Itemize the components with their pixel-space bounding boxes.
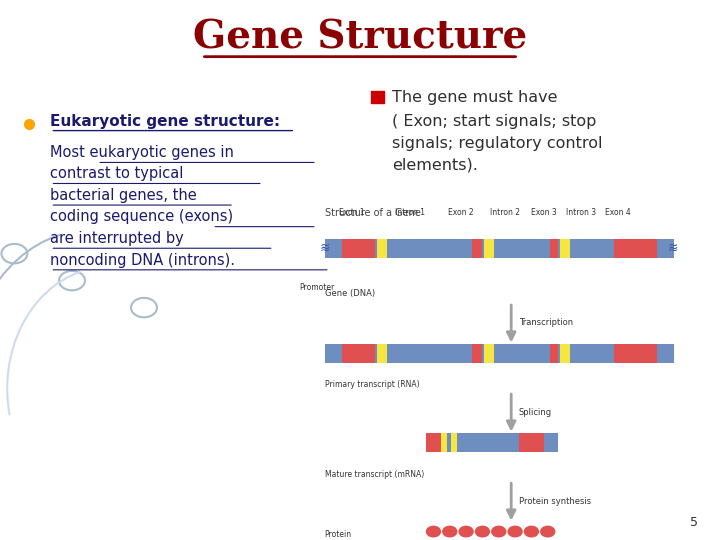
Text: The gene must have: The gene must have: [392, 90, 558, 105]
Text: ( Exon; start signals; stop: ( Exon; start signals; stop: [392, 114, 597, 129]
Text: Exon 2: Exon 2: [448, 208, 474, 217]
Text: Structure of a Gene: Structure of a Gene: [325, 208, 420, 218]
Text: Transcription: Transcription: [519, 318, 573, 327]
Bar: [371, 91, 384, 103]
Circle shape: [492, 526, 505, 537]
Text: are interrupted by: are interrupted by: [50, 231, 184, 246]
Bar: [377, 344, 387, 363]
Bar: [560, 344, 570, 363]
Text: noncoding DNA (introns).: noncoding DNA (introns).: [50, 253, 235, 268]
Text: contrast to typical: contrast to typical: [50, 166, 184, 181]
Text: Eukaryotic gene structure:: Eukaryotic gene structure:: [50, 114, 281, 129]
Bar: [451, 433, 456, 452]
Circle shape: [426, 526, 441, 537]
Circle shape: [541, 526, 554, 537]
Text: Intron 1: Intron 1: [395, 208, 425, 217]
Bar: [472, 239, 482, 258]
Bar: [560, 239, 570, 258]
Bar: [342, 344, 375, 363]
Bar: [614, 239, 657, 258]
Text: elements).: elements).: [392, 157, 478, 172]
Circle shape: [443, 526, 456, 537]
Text: Most eukaryotic genes in: Most eukaryotic genes in: [50, 145, 234, 160]
Bar: [484, 239, 494, 258]
Bar: [325, 239, 675, 258]
Bar: [484, 344, 494, 363]
Bar: [550, 239, 558, 258]
Bar: [325, 344, 675, 363]
Text: Exon 4: Exon 4: [606, 208, 631, 217]
Text: signals; regulatory control: signals; regulatory control: [392, 136, 603, 151]
Circle shape: [508, 526, 522, 537]
Text: Splicing: Splicing: [519, 408, 552, 417]
Bar: [441, 433, 447, 452]
Circle shape: [475, 526, 490, 537]
Text: Exon 1: Exon 1: [339, 208, 364, 217]
Text: ≋: ≋: [667, 242, 678, 255]
Text: coding sequence (exons): coding sequence (exons): [50, 210, 233, 225]
Text: Primary transcript (RNA): Primary transcript (RNA): [325, 381, 419, 389]
Text: Mature transcript (mRNA): Mature transcript (mRNA): [325, 469, 424, 478]
Text: Exon 3: Exon 3: [531, 208, 557, 217]
Bar: [614, 344, 657, 363]
Text: Gene (DNA): Gene (DNA): [325, 289, 374, 298]
Bar: [426, 433, 441, 452]
Text: Intron 2: Intron 2: [490, 208, 521, 217]
Text: ≋: ≋: [320, 242, 330, 255]
Bar: [342, 239, 375, 258]
Text: Intron 3: Intron 3: [566, 208, 596, 217]
Text: Protein synthesis: Protein synthesis: [519, 497, 591, 507]
Bar: [519, 433, 544, 452]
Text: Protein: Protein: [325, 530, 351, 539]
Bar: [426, 433, 558, 452]
Circle shape: [459, 526, 473, 537]
Bar: [377, 239, 387, 258]
Text: Gene Structure: Gene Structure: [193, 19, 527, 57]
Circle shape: [524, 526, 539, 537]
Bar: [550, 344, 558, 363]
Text: bacterial genes, the: bacterial genes, the: [50, 188, 197, 203]
Text: 5: 5: [690, 516, 698, 529]
Text: Promoter: Promoter: [300, 284, 334, 292]
Bar: [472, 344, 482, 363]
